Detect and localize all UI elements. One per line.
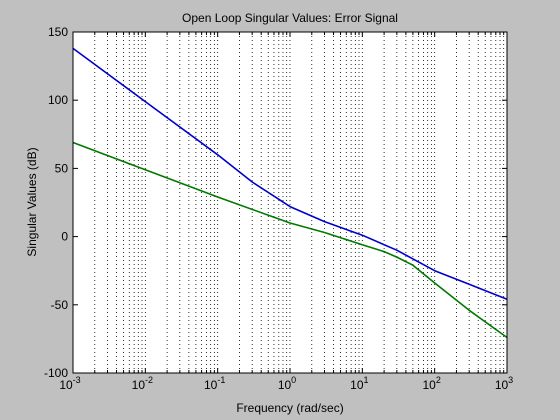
x-tick-label: 102 — [422, 375, 440, 392]
chart-title: Open Loop Singular Values: Error Signal — [182, 11, 398, 25]
plot-area — [73, 32, 507, 373]
grid-layer — [94, 32, 505, 373]
x-axis-label: Frequency (rad/sec) — [236, 401, 343, 415]
x-tick-label: 10-3 — [59, 375, 80, 392]
series-layer — [72, 47, 508, 339]
series-line-2 — [72, 141, 508, 339]
x-tick-label: 10-1 — [204, 375, 225, 392]
y-tick-label: 150 — [48, 25, 68, 39]
y-axis-label: Singular Values (dB) — [25, 147, 39, 256]
x-tick-label: 100 — [278, 375, 296, 392]
y-tick-label: 50 — [55, 161, 69, 175]
y-tick-label: 100 — [48, 93, 68, 107]
y-tick-label: -50 — [51, 298, 69, 312]
x-tick-label: 101 — [350, 375, 368, 392]
series-line-1 — [72, 47, 508, 301]
x-tick-label: 103 — [495, 375, 513, 392]
y-tick-label: 0 — [61, 230, 68, 244]
tick-layer: 10-3 10-2 10-1 100 101 102 103 150 100 50 0 -50 -100 — [44, 25, 513, 392]
x-tick-label: 10-2 — [132, 375, 153, 392]
y-tick-label: -100 — [44, 366, 68, 380]
